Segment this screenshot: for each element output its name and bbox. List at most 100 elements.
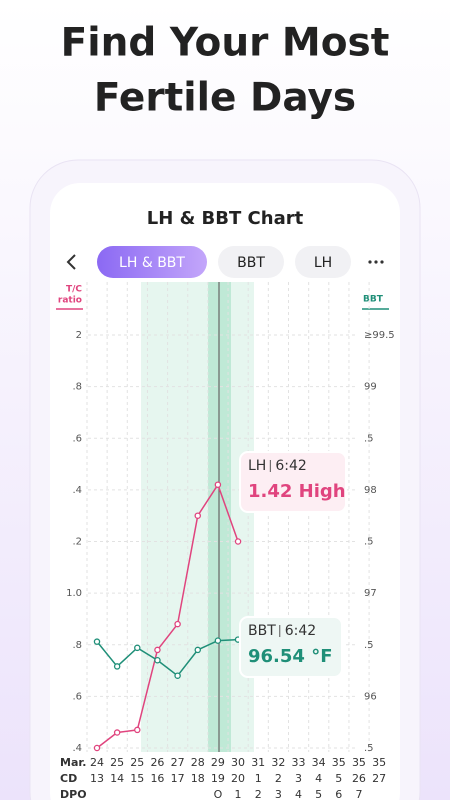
x-tick-label: 1 — [255, 772, 262, 785]
x-tick-label: 20 — [231, 772, 245, 785]
point — [113, 663, 121, 670]
x-tick-label: 26 — [150, 756, 164, 769]
point — [113, 729, 121, 736]
x-tick-label: 3 — [275, 788, 282, 800]
x-tick-label: 16 — [150, 772, 164, 785]
x-tick-label: 27 — [372, 772, 386, 785]
tab[interactable] — [218, 246, 284, 278]
more-button[interactable] — [368, 260, 384, 264]
tab-label: BBT — [237, 255, 265, 271]
x-tick-label: 2 — [255, 788, 262, 800]
x-tick-label: 34 — [312, 756, 326, 769]
point — [234, 538, 242, 545]
x-tick-label: 33 — [292, 756, 306, 769]
headline: Fertile Days — [94, 76, 356, 121]
y-tick-label: .4 — [72, 485, 82, 496]
row-label: DPO — [60, 788, 87, 800]
y-tick-label: 2 — [76, 330, 82, 341]
y2-tick-label: .5 — [364, 537, 374, 548]
tab[interactable] — [295, 246, 351, 278]
y-tick-label: 1.0 — [66, 588, 82, 599]
tab-active[interactable] — [97, 246, 207, 278]
tooltip-value: 96.54 °F — [248, 646, 333, 667]
y2-tick-label: 98 — [364, 485, 377, 496]
y2-axis-label: BBT — [363, 295, 384, 305]
y-tick-label: .6 — [72, 433, 82, 444]
point — [174, 672, 181, 679]
x-tick-label: 25 — [130, 756, 144, 769]
point — [174, 620, 181, 628]
back-button[interactable] — [66, 254, 76, 270]
y2-tick-label: ≥99.5 — [364, 330, 395, 341]
y2-tick-label: .5 — [364, 640, 374, 651]
tooltip — [239, 616, 343, 678]
tooltip-time: 6:42 — [275, 458, 306, 474]
row-label: Mar. — [60, 756, 86, 769]
y-tick-label: .8 — [72, 382, 82, 393]
tooltip — [239, 451, 347, 513]
y2-tick-label: .5 — [364, 433, 374, 444]
point — [134, 644, 141, 652]
x-tick-label: 18 — [191, 772, 205, 785]
x-tick-label: 1 — [235, 788, 242, 800]
point — [154, 646, 161, 654]
y-tick-label: .6 — [72, 691, 82, 702]
x-tick-label: 3 — [295, 772, 302, 785]
point — [154, 656, 161, 664]
screen-title: LH & BBT Chart — [147, 208, 304, 229]
x-tick-label: 4 — [295, 788, 302, 800]
x-tick-label: O — [214, 788, 223, 800]
x-tick-label: 25 — [110, 756, 124, 769]
x-tick-label: 13 — [90, 772, 104, 785]
x-tick-label: 35 — [372, 756, 386, 769]
tooltip-time: 6:42 — [285, 623, 316, 639]
x-tick-label: 2 — [275, 772, 282, 785]
point — [93, 638, 101, 645]
line — [96, 638, 239, 677]
x-tick-label: 32 — [271, 756, 285, 769]
tab-label: LH & BBT — [119, 255, 185, 271]
y-tick-label: .4 — [72, 743, 82, 754]
x-tick-label: 26 — [352, 772, 366, 785]
point — [134, 726, 141, 734]
line — [96, 483, 239, 749]
y-tick-label: .8 — [72, 640, 82, 651]
x-tick-label: 7 — [355, 788, 362, 800]
x-tick-label: 19 — [211, 772, 225, 785]
y-axis-label: T/C — [66, 285, 82, 295]
x-tick-label: 35 — [332, 756, 346, 769]
x-tick-label: 24 — [90, 756, 104, 769]
y2-tick-label: 96 — [364, 691, 377, 702]
point — [194, 512, 201, 519]
x-tick-label: 5 — [315, 788, 322, 800]
point — [93, 744, 101, 752]
x-tick-label: 17 — [171, 772, 185, 785]
tooltip-label: LH — [248, 458, 266, 474]
x-tick-label: 5 — [335, 772, 342, 785]
headline: Find Your Most — [61, 21, 390, 66]
y2-tick-label: 97 — [364, 588, 377, 599]
point — [214, 637, 222, 644]
x-tick-label: 30 — [231, 756, 245, 769]
tooltip-label: BBT — [248, 623, 276, 639]
tab-label: LH — [314, 255, 332, 271]
tooltip-value: 1.42 High — [248, 481, 346, 502]
y2-tick-label: 99 — [364, 382, 377, 393]
x-tick-label: 28 — [191, 756, 205, 769]
x-tick-label: 4 — [315, 772, 322, 785]
x-tick-label: 27 — [171, 756, 185, 769]
x-tick-label: 35 — [352, 756, 366, 769]
x-tick-label: 15 — [130, 772, 144, 785]
y-axis-label: ratio — [58, 296, 82, 306]
y-tick-label: .2 — [72, 537, 82, 548]
point — [194, 646, 201, 654]
y2-tick-label: .5 — [364, 743, 374, 754]
x-tick-label: 31 — [251, 756, 265, 769]
row-label: CD — [60, 772, 77, 785]
x-tick-label: 29 — [211, 756, 225, 769]
x-tick-label: 6 — [335, 788, 342, 800]
x-tick-label: 14 — [110, 772, 124, 785]
point — [214, 481, 222, 488]
